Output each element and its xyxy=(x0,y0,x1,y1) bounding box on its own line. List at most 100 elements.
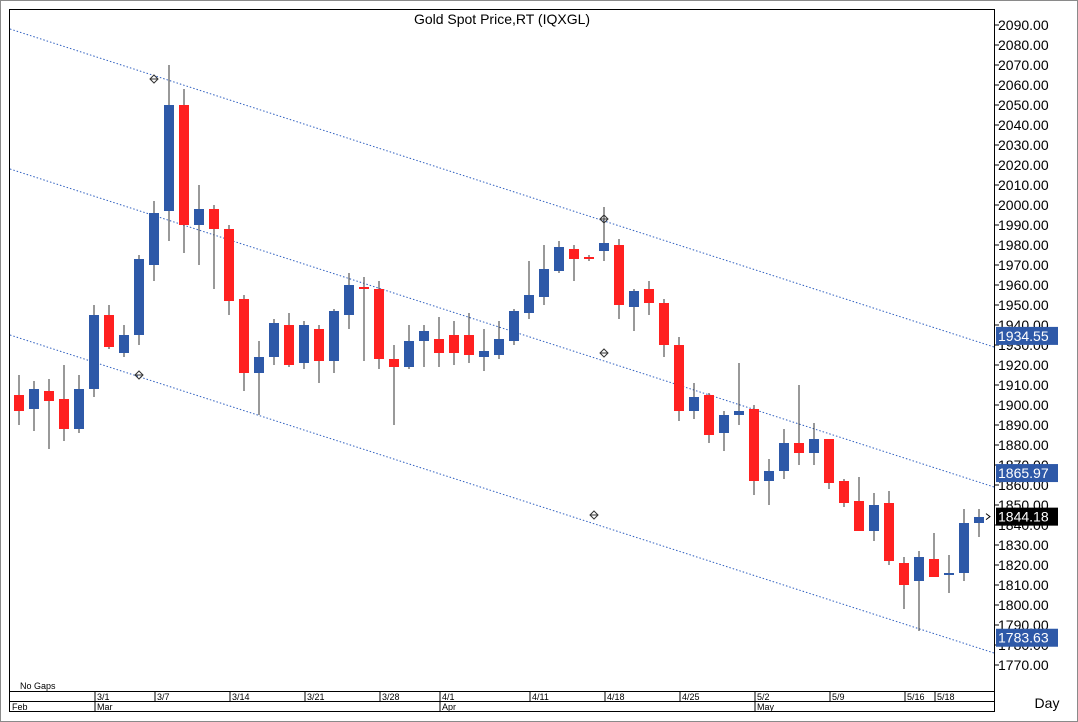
price-badge: 1783.63 xyxy=(996,628,1058,647)
candle-body xyxy=(389,359,399,367)
week-label: 4/1 xyxy=(442,692,455,702)
y-tick-label: 2000.00 xyxy=(998,197,1049,213)
candle-body xyxy=(509,311,519,341)
candle xyxy=(734,363,744,425)
y-tick-label: 1900.00 xyxy=(998,397,1049,413)
candle xyxy=(884,491,894,565)
candle-body xyxy=(344,285,354,315)
candle-body xyxy=(239,299,249,373)
candle xyxy=(449,321,459,365)
candle-body xyxy=(269,323,279,357)
candle xyxy=(914,551,924,631)
candle xyxy=(944,555,954,593)
gaps-label: No Gaps xyxy=(20,681,56,691)
candle xyxy=(809,423,819,465)
price-badges: 1934.55 1865.97 1844.18 1783.63 xyxy=(985,326,1058,647)
period-label: Day xyxy=(1035,695,1060,711)
candle xyxy=(719,411,729,451)
candle-body xyxy=(29,389,39,409)
candle xyxy=(59,365,69,441)
candle xyxy=(614,239,624,319)
candle xyxy=(524,261,534,319)
candle-body xyxy=(74,389,84,429)
candle-body xyxy=(929,559,939,577)
candle xyxy=(239,295,249,391)
candle xyxy=(599,207,609,261)
candle-body xyxy=(134,259,144,335)
price-badge-bg xyxy=(996,507,1058,526)
candle-body xyxy=(704,395,714,435)
candle-body xyxy=(899,563,909,585)
week-label: 3/7 xyxy=(157,692,170,702)
candle-body xyxy=(314,329,324,361)
candle-body xyxy=(689,397,699,411)
candle xyxy=(404,325,414,369)
pivot-marker xyxy=(589,510,599,520)
candle xyxy=(29,381,39,431)
candle xyxy=(389,345,399,425)
candle-body xyxy=(89,315,99,389)
candle xyxy=(509,309,519,345)
candle xyxy=(44,379,54,449)
week-label: 5/16 xyxy=(907,692,925,702)
candle xyxy=(329,309,339,373)
candle-body xyxy=(644,289,654,303)
y-tick-label: 2070.00 xyxy=(998,57,1049,73)
candle xyxy=(689,383,699,419)
candle xyxy=(194,185,204,265)
candle xyxy=(119,325,129,357)
candle xyxy=(479,329,489,371)
candle-body xyxy=(419,331,429,341)
price-badge-label: 1865.97 xyxy=(998,465,1049,481)
price-badge: 1934.55 xyxy=(996,326,1058,345)
pivot-diamond xyxy=(589,510,599,520)
candle-body xyxy=(284,325,294,365)
last-price-arrow xyxy=(985,513,991,521)
candle-body xyxy=(209,209,219,229)
candle-body xyxy=(794,443,804,453)
candle xyxy=(644,281,654,315)
candle-body xyxy=(734,411,744,415)
pivot-markers xyxy=(134,74,609,520)
candle-body xyxy=(584,257,594,259)
y-tick-label: 1970.00 xyxy=(998,257,1049,273)
candle-body xyxy=(464,335,474,355)
candle xyxy=(569,245,579,281)
candle xyxy=(209,205,219,289)
candle xyxy=(464,313,474,363)
y-tick-label: 2030.00 xyxy=(998,137,1049,153)
price-badge-label: 1844.18 xyxy=(998,509,1049,525)
candle xyxy=(179,89,189,253)
candle xyxy=(794,385,804,465)
candle xyxy=(899,557,909,609)
y-tick-label: 1820.00 xyxy=(998,557,1049,573)
candle xyxy=(344,273,354,329)
candle xyxy=(674,337,684,421)
week-label: 3/1 xyxy=(97,692,110,702)
candles xyxy=(14,65,984,631)
candle-body xyxy=(599,243,609,251)
price-badge-bg xyxy=(996,326,1058,345)
candle-body xyxy=(479,351,489,357)
candle-body xyxy=(59,399,69,429)
candle xyxy=(359,277,369,361)
candle-body xyxy=(809,439,819,453)
candle xyxy=(869,493,879,541)
y-tick-label: 2040.00 xyxy=(998,117,1049,133)
candle xyxy=(299,321,309,369)
candle-body xyxy=(854,501,864,531)
chart-title: Gold Spot Price,RT (IQXGL) xyxy=(414,11,590,27)
price-badge-label: 1934.55 xyxy=(998,328,1049,344)
candle xyxy=(779,429,789,479)
pivot-marker xyxy=(134,370,144,380)
channel-line xyxy=(9,28,995,348)
week-label: 4/18 xyxy=(607,692,625,702)
y-tick-label: 1890.00 xyxy=(998,417,1049,433)
candle-body xyxy=(119,335,129,353)
candle-body xyxy=(449,335,459,353)
candle xyxy=(74,375,84,433)
candle xyxy=(374,281,384,369)
pivot-marker xyxy=(599,214,609,224)
month-label: Apr xyxy=(442,702,456,712)
